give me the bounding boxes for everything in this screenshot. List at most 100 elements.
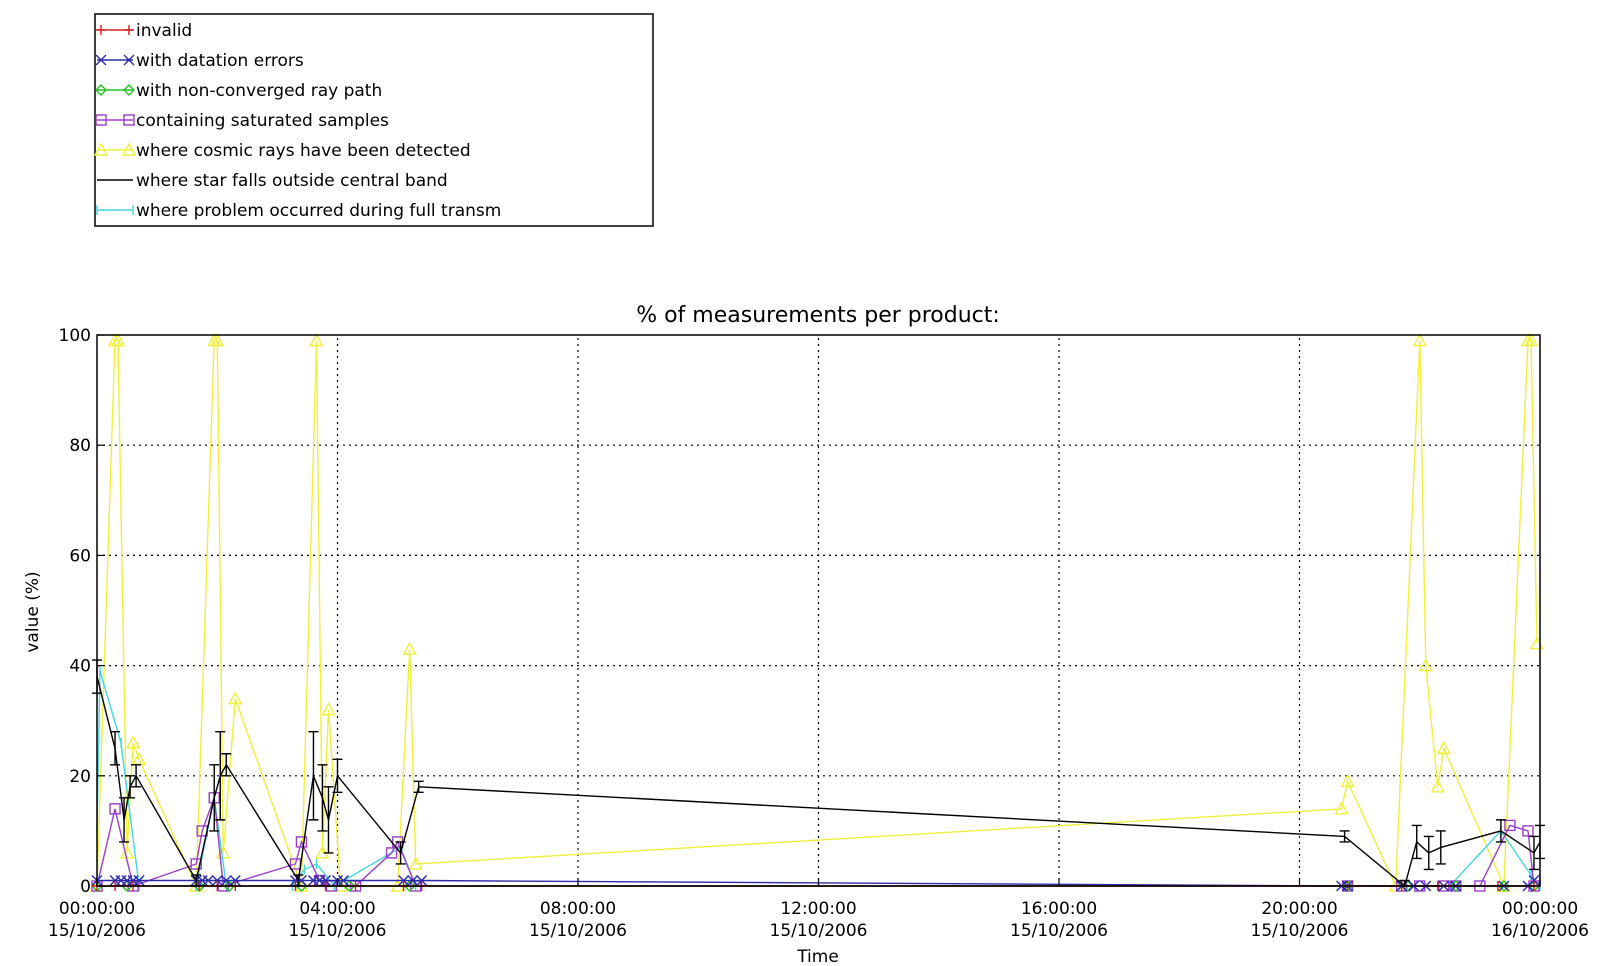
x-tick-label-date: 15/10/2006 <box>289 921 387 941</box>
x-tick-label-time: 00:00:00 <box>59 899 135 919</box>
legend-label: where problem occurred during full trans… <box>136 201 501 221</box>
data-point <box>1528 835 1539 871</box>
x-axis: 00:00:0015/10/200604:00:0015/10/200608:0… <box>48 878 1589 941</box>
legend-swatch-marker <box>123 84 135 96</box>
data-point <box>215 731 226 821</box>
data-point <box>202 874 214 886</box>
legend-item: invalid <box>96 21 192 41</box>
chart-title: % of measurements per product: <box>636 303 1000 328</box>
data-point <box>1339 830 1350 843</box>
legend-item: where star falls outside central band <box>97 171 448 191</box>
data-point <box>110 731 121 766</box>
legend-swatch-marker <box>123 54 135 66</box>
series-where-cosmic-rays-have-been-detected <box>89 333 1545 892</box>
x-tick-label-time: 20:00:00 <box>1261 899 1337 919</box>
legend-label: containing saturated samples <box>136 111 389 131</box>
x-tick-label-date: 15/10/2006 <box>1251 921 1349 941</box>
y-tick-label: 20 <box>69 767 91 787</box>
series-line <box>96 670 1541 887</box>
data-point <box>402 641 417 655</box>
legend-item: containing saturated samples <box>95 111 389 131</box>
data-point <box>1523 333 1539 347</box>
data-point <box>308 731 319 821</box>
legend-swatch-marker <box>121 142 137 156</box>
data-point <box>1504 819 1516 832</box>
data-point <box>109 803 121 815</box>
legend-swatch-marker <box>123 114 135 126</box>
data-point <box>319 874 331 886</box>
data-point <box>1430 779 1445 793</box>
data-point <box>221 753 232 777</box>
series-with-datation-errors <box>91 874 1540 892</box>
legend-swatch-marker <box>124 25 134 35</box>
y-tick-label: 40 <box>69 657 91 677</box>
data-point <box>223 880 236 892</box>
y-tick-label: 60 <box>69 546 91 566</box>
x-tick-label-date: 16/10/2006 <box>1491 921 1589 941</box>
legend-label: invalid <box>136 21 192 41</box>
y-axis: 0 20 40 60 80 100 <box>59 326 105 897</box>
data-point <box>398 874 410 886</box>
x-tick-label-date: 15/10/2006 <box>48 921 146 941</box>
legend-item: with non-converged ray path <box>95 81 382 101</box>
legend-label: with datation errors <box>136 51 304 71</box>
legend-label: where cosmic rays have been detected <box>136 141 471 161</box>
x-tick-label-time: 16:00:00 <box>1021 899 1097 919</box>
data-point <box>131 764 142 788</box>
data-point <box>190 858 202 870</box>
legend-swatch-marker <box>96 25 106 35</box>
series-line <box>96 797 1535 887</box>
data-point <box>343 880 356 892</box>
legend-swatch-marker <box>93 142 109 156</box>
data-point <box>395 841 406 865</box>
data-point <box>1423 835 1434 871</box>
data-point <box>220 874 232 886</box>
x-axis-label: Time <box>796 947 839 966</box>
legend-swatch-marker <box>95 84 107 96</box>
y-tick-label: 100 <box>59 326 91 346</box>
series-line <box>96 676 1541 888</box>
data-point <box>1528 874 1540 886</box>
data-point <box>338 874 350 886</box>
data-point <box>125 775 136 799</box>
legend-swatch-marker <box>95 114 107 126</box>
x-tick-label-date: 15/10/2006 <box>529 921 627 941</box>
data-point <box>323 786 334 854</box>
data-point <box>1495 819 1506 843</box>
data-point <box>408 856 423 870</box>
y-axis-label: value (%) <box>23 571 43 652</box>
y-tick-label: 80 <box>69 436 91 456</box>
data-point <box>1340 773 1355 788</box>
legend-label: where star falls outside central band <box>136 171 448 191</box>
data-point <box>413 780 424 794</box>
y-tick-label: 0 <box>80 877 91 897</box>
data-point <box>1522 825 1534 837</box>
data-point <box>295 836 308 848</box>
legend-item: where problem occurred during full trans… <box>96 201 501 221</box>
legend-frame <box>94 13 654 227</box>
data-point <box>403 880 416 892</box>
data-point <box>309 333 324 347</box>
legend-item: where cosmic rays have been detected <box>93 141 471 161</box>
data-point <box>228 691 243 705</box>
legend-swatch-marker <box>95 54 107 66</box>
data-point <box>125 735 141 749</box>
x-tick-label-time: 00:00:00 <box>1502 899 1578 919</box>
data-point <box>416 874 428 886</box>
data-point <box>321 702 336 716</box>
data-point <box>1412 333 1427 347</box>
data-point <box>407 874 419 886</box>
x-tick-label-time: 04:00:00 <box>299 899 375 919</box>
data-point <box>332 758 343 794</box>
data-point <box>110 333 126 347</box>
data-point <box>1497 880 1510 892</box>
data-point <box>1334 801 1349 815</box>
x-tick-label-date: 15/10/2006 <box>770 921 868 941</box>
data-point <box>133 874 145 886</box>
data-point <box>229 874 241 886</box>
x-tick-label-date: 15/10/2006 <box>1010 921 1108 941</box>
data-point <box>1435 830 1446 865</box>
data-point <box>209 764 220 832</box>
data-point <box>211 874 223 886</box>
